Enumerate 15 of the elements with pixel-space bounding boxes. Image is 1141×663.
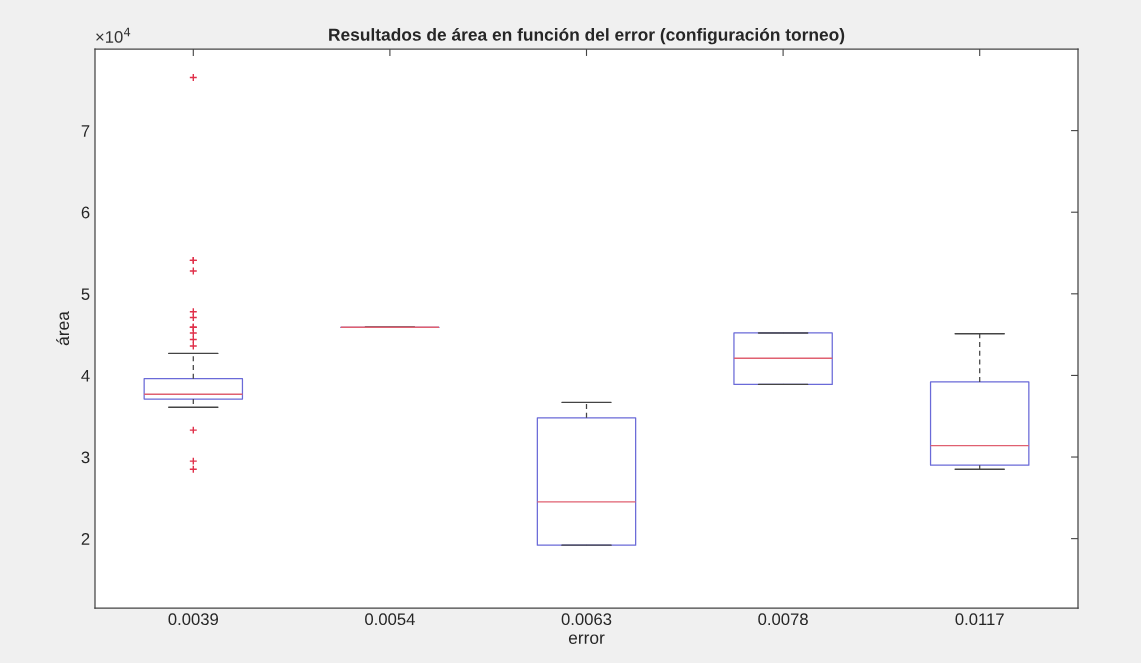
x-tick-label: 0.0039: [168, 613, 218, 626]
chart-title: Resultados de área en función del error (configuración torneo): [329, 27, 845, 45]
y-axis-title: área: [56, 311, 70, 346]
y-tick-label: 3: [81, 451, 90, 464]
x-axis-title: error: [568, 634, 605, 644]
y-tick-label: 7: [81, 125, 90, 137]
x-tick-label: 0.0117: [955, 613, 1004, 626]
x-tick-label: 0.0063: [561, 613, 612, 626]
x-tick-label: 0.0054: [365, 613, 415, 626]
text: ×10$^{4}$: [96, 27, 131, 43]
y-tick-label: 5: [81, 288, 90, 301]
x-tick-label: 0.0078: [758, 613, 808, 626]
y-tick-label: 4: [81, 370, 90, 382]
y-tick-label: 6: [81, 206, 90, 219]
y-tick-label: 2: [81, 533, 90, 545]
